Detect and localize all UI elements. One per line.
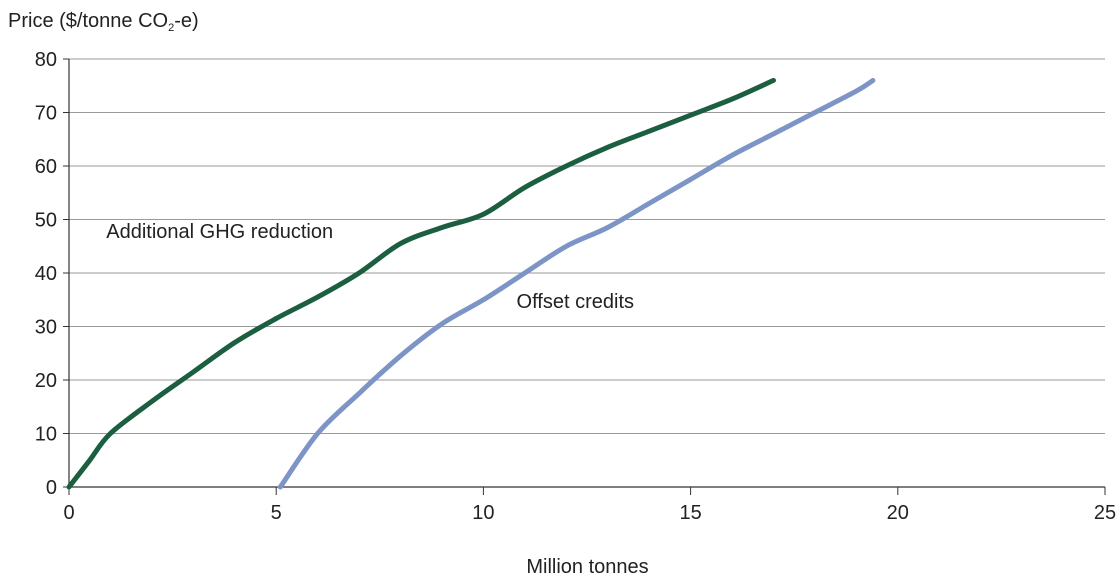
x-tick-label: 20	[887, 502, 909, 524]
y-tick-label: 10	[35, 424, 57, 446]
annotation-additional-ghg-reduction: Additional GHG reduction	[106, 221, 333, 243]
y-tick-label: 50	[35, 210, 57, 232]
annotations: Additional GHG reduction Offset credits	[106, 221, 634, 313]
y-tick-label: 40	[35, 263, 57, 285]
y-axis-label-suffix: -e)	[174, 10, 199, 32]
x-tick-label: 0	[63, 502, 74, 524]
axes	[63, 58, 1106, 495]
y-axis-label-subscript: 2	[168, 22, 175, 34]
x-tick-label: 10	[472, 502, 494, 524]
x-axis-label: Million tonnes	[526, 556, 649, 578]
y-tick-label: 20	[35, 370, 57, 392]
annotation-offset-credits: Offset credits	[517, 291, 634, 313]
y-tick-label: 0	[46, 477, 57, 499]
x-tick-labels: 0 5 10 15 20 25	[63, 502, 1116, 524]
series-line-offset-credits	[277, 77, 876, 490]
x-tick-label: 15	[679, 502, 701, 524]
y-tick-labels: 0 10 20 30 40 50 60 70 80	[35, 49, 57, 499]
series-lines	[66, 77, 876, 490]
x-tick-label: 25	[1094, 502, 1116, 524]
y-tick-label: 60	[35, 156, 57, 178]
y-tick-label: 80	[35, 49, 57, 71]
series-line-additional-ghg-reduction	[66, 77, 776, 490]
y-tick-label: 30	[35, 317, 57, 339]
y-tick-label: 70	[35, 103, 57, 125]
x-tick-label: 5	[271, 502, 282, 524]
gridlines	[69, 58, 1105, 434]
y-axis-label-prefix: Price ($/tonne CO	[8, 10, 169, 32]
y-axis-label: Price ($/tonne CO2-e)	[8, 10, 199, 34]
